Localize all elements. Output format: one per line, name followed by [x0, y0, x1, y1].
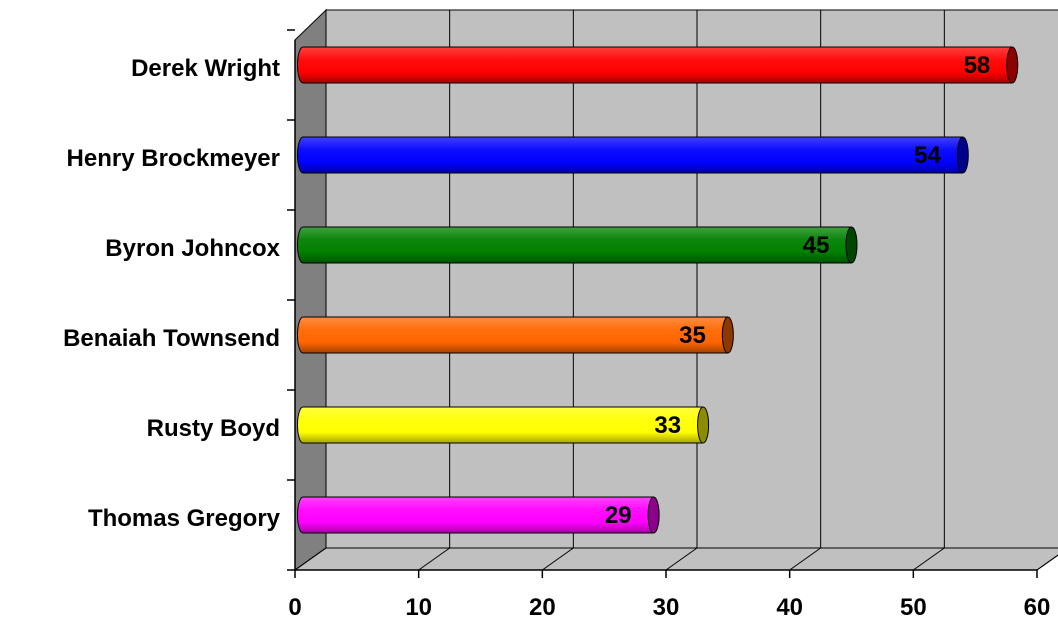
category-label: Derek Wright	[131, 55, 280, 82]
category-label: Thomas Gregory	[88, 505, 281, 532]
category-label: Byron Johncox	[105, 235, 280, 262]
floor-gridline	[1036, 554, 1058, 571]
bar-body	[303, 497, 654, 533]
floor-gridline	[789, 547, 821, 571]
axes	[287, 29, 1038, 578]
bar-end-cap	[845, 226, 858, 264]
back-wall	[325, 9, 1058, 549]
x-tick-label: 0	[288, 594, 301, 621]
bar-body	[303, 407, 704, 443]
gridlines	[294, 10, 1058, 571]
bar-value-label: 58	[964, 52, 991, 79]
bar-value-label: 29	[605, 502, 632, 529]
x-tick-label: 40	[776, 594, 803, 621]
floor	[293, 547, 1058, 571]
bar-end-cap	[956, 136, 969, 174]
floor-gridline	[418, 547, 450, 571]
bar-body	[303, 317, 728, 353]
bar-value-label: 54	[914, 142, 941, 169]
plot-area	[293, 8, 1058, 571]
bar-value-label: 33	[654, 412, 681, 439]
bar-3	[297, 226, 858, 264]
floor-gridline	[542, 547, 574, 571]
category-label: Rusty Boyd	[147, 415, 280, 442]
category-label: Henry Brockmeyer	[67, 145, 280, 172]
bar-value-label: 35	[679, 322, 706, 349]
bar-end-cap	[647, 496, 660, 534]
bar-body	[303, 47, 1013, 83]
bars	[297, 46, 1019, 534]
bar-body	[303, 137, 963, 173]
bar-value-label: 45	[803, 232, 830, 259]
x-tick-label: 50	[900, 594, 927, 621]
bar-end-cap	[697, 406, 710, 444]
bar-end-cap	[1006, 46, 1019, 84]
side-wall	[294, 8, 327, 571]
x-tick-label: 60	[1024, 594, 1051, 621]
floor-gridline	[665, 547, 698, 571]
bar-2	[297, 136, 969, 174]
floor-gridline	[294, 547, 327, 571]
bar-4	[297, 316, 734, 354]
x-tick-label: 10	[405, 594, 432, 621]
category-label: Benaiah Townsend	[63, 325, 280, 352]
x-tick-label: 20	[529, 594, 556, 621]
bar-end-cap	[721, 316, 734, 354]
bar-body	[303, 227, 852, 263]
bar-1	[297, 46, 1019, 84]
x-tick-label: 30	[653, 594, 680, 621]
bar-5	[297, 406, 710, 444]
labels: 0 10 20 30 40 50 60 58 Derek Wright 54 Henry Brock…	[63, 52, 1050, 621]
floor-gridline	[913, 547, 945, 571]
bar-6	[297, 496, 660, 534]
